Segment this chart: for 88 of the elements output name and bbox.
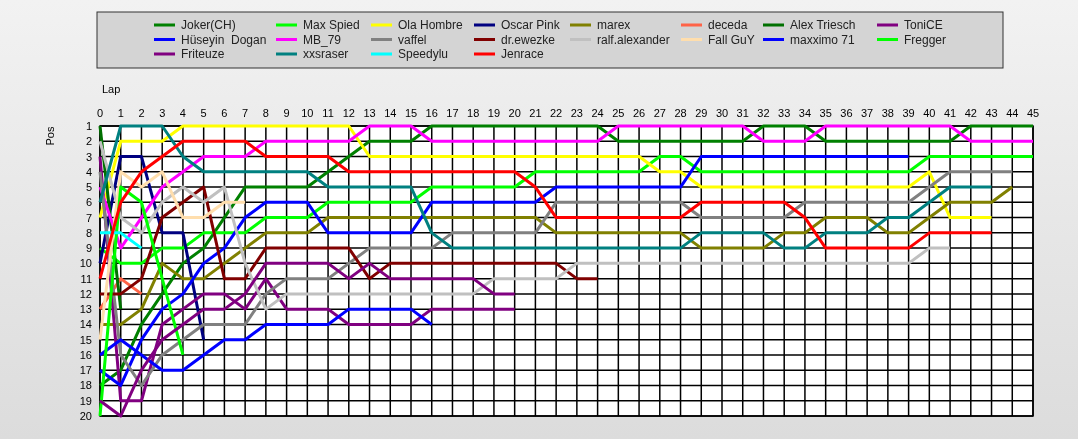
x-tick-label: 16 [425,107,438,119]
legend-label: Jenrace [501,47,545,61]
y-tick-label: 11 [80,272,92,285]
legend-label: ralf.alexander [597,32,670,47]
x-tick-label: 1 [117,107,124,119]
x-tick-label: 31 [736,107,749,119]
x-tick-label: 14 [384,107,397,119]
y-tick-label: 14 [79,318,92,331]
y-tick-label: 16 [79,348,92,361]
x-tick-label: 20 [508,107,521,119]
legend-label: marex [597,18,631,32]
legend-label: dr.ewezke [501,32,556,47]
x-tick-label: 36 [840,107,853,119]
y-tick-label: 6 [85,196,92,209]
x-tick-label: 11 [322,107,334,119]
x-tick-label: 28 [674,107,687,119]
x-tick-label: 13 [363,107,376,119]
x-tick-label: 26 [632,107,646,119]
x-tick-label: 39 [902,107,915,119]
y-tick-label: 10 [79,257,92,270]
x-tick-label: 38 [881,107,894,119]
y-tick-label: 2 [85,135,92,148]
x-tick-label: 45 [1026,107,1040,119]
legend-label: Ola Hombre [398,18,464,32]
x-tick-label: 41 [943,107,957,119]
x-tick-label: 2 [138,107,145,119]
x-tick-label: 44 [1006,107,1019,119]
y-tick-label: 1 [85,120,92,132]
x-tick-label: 7 [242,107,249,119]
legend-label: Alex Triesch [790,18,856,32]
legend-label: ToniCE [904,18,943,32]
legend-label: Speedylu [398,47,449,61]
y-tick-label: 5 [85,181,92,194]
x-tick-label: 24 [591,107,604,119]
legend-label: Joker(CH) [181,18,236,32]
x-tick-label: 18 [467,107,480,119]
x-tick-label: 25 [612,107,625,119]
x-tick-label: 21 [529,107,542,119]
x-tick-label: 5 [200,107,207,119]
x-tick-label: 22 [550,107,563,119]
x-tick-label: 23 [570,107,583,119]
legend-label: Max Spied [303,18,360,32]
legend-label: MB_79 [303,32,342,47]
x-tick-label: 32 [757,107,770,119]
x-tick-label: 8 [262,107,269,119]
y-tick-label: 7 [85,211,92,224]
x-tick-label: 4 [179,107,186,119]
legend-label: Hüseyin Dogan [181,32,267,47]
y-tick-label: 17 [79,364,92,377]
x-tick-label: 27 [653,107,666,119]
y-tick-label: 15 [79,333,92,346]
x-tick-label: 35 [819,107,832,119]
x-tick-label: 0 [96,107,104,119]
x-tick-label: 19 [487,107,501,119]
y-tick-label: 8 [85,226,92,239]
y-tick-label: 9 [85,242,92,255]
x-tick-label: 33 [778,107,791,119]
x-tick-label: 29 [695,107,708,119]
y-tick-label: 12 [79,287,92,300]
x-tick-label: 9 [283,107,290,119]
x-tick-label: 34 [798,107,812,119]
legend-label: Fall GuY [708,32,755,47]
x-tick-label: 30 [715,107,729,119]
legend-label: Friteuze [181,47,225,61]
x-tick-label: 40 [923,107,936,119]
x-tick-label: 12 [342,107,355,119]
legend-label: xxsraser [303,47,349,61]
x-axis-title: Lap [102,83,121,95]
legend-label: deceda [708,18,748,32]
y-tick-label: 19 [79,394,92,407]
y-tick-label: 4 [85,165,92,178]
x-tick-label: 17 [446,107,459,119]
y-tick-label: 3 [85,150,92,163]
legend-label: vaffel [398,32,427,47]
x-tick-label: 37 [861,107,874,119]
legend-label: Oscar Pink [501,18,561,32]
legend-label: maxximo 71 [790,32,856,47]
x-tick-label: 10 [301,107,314,119]
legend-label: Fregger [904,32,947,47]
x-tick-label: 42 [964,107,977,119]
x-tick-label: 3 [159,107,166,119]
x-tick-label: 6 [221,107,228,119]
x-tick-label: 15 [404,107,418,119]
y-tick-label: 13 [79,303,92,316]
y-tick-label: 20 [79,410,92,422]
y-tick-label: 18 [79,379,92,392]
y-axis-title: Pos [44,126,56,146]
x-tick-label: 43 [985,107,998,119]
